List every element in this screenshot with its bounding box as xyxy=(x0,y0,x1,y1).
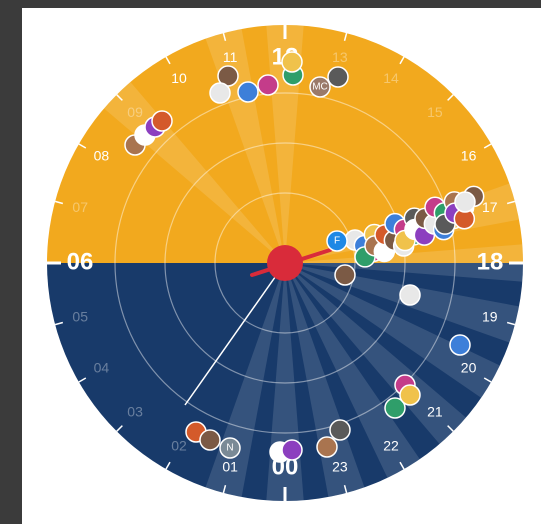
avatar[interactable] xyxy=(400,285,420,305)
hour-label: 17 xyxy=(482,199,498,215)
hour-label: 08 xyxy=(94,148,110,164)
avatar[interactable] xyxy=(328,67,348,87)
hour-label: 10 xyxy=(171,70,187,86)
hour-label: 13 xyxy=(332,49,348,65)
avatar[interactable] xyxy=(282,440,302,460)
hour-label: 06 xyxy=(67,248,94,275)
avatar[interactable] xyxy=(455,192,475,212)
avatar-initials: MC xyxy=(312,82,328,93)
avatar[interactable] xyxy=(317,437,337,457)
hour-label: 01 xyxy=(222,458,238,474)
hour-label: 04 xyxy=(94,360,110,376)
clock-chart: 0001020304050607080910111213141516171819… xyxy=(0,0,541,524)
avatar[interactable] xyxy=(210,83,230,103)
hour-label: 05 xyxy=(72,309,88,325)
page: {"clock": {"hour_labels": ["00","01","02… xyxy=(0,0,541,524)
avatar[interactable] xyxy=(152,111,172,131)
avatar[interactable] xyxy=(200,430,220,450)
avatar[interactable] xyxy=(238,82,258,102)
hour-label: 16 xyxy=(461,148,477,164)
clock-center xyxy=(267,245,303,281)
avatar[interactable] xyxy=(282,52,302,72)
avatar[interactable] xyxy=(335,265,355,285)
hour-label: 07 xyxy=(72,199,88,215)
hour-label: 19 xyxy=(482,309,498,325)
avatar[interactable] xyxy=(258,75,278,95)
hour-label: 22 xyxy=(383,437,399,453)
hour-label: 21 xyxy=(427,404,443,420)
avatar[interactable] xyxy=(330,420,350,440)
avatar-initials: N xyxy=(226,443,233,454)
hour-label: 14 xyxy=(383,70,399,86)
hour-label: 11 xyxy=(223,49,238,65)
hour-label: 02 xyxy=(171,437,187,453)
avatar[interactable] xyxy=(400,385,420,405)
avatar[interactable] xyxy=(450,335,470,355)
hour-label: 23 xyxy=(332,458,348,474)
hour-label: 18 xyxy=(477,248,504,275)
hour-label: 20 xyxy=(461,360,477,376)
avatar-initials: F xyxy=(334,236,340,247)
hour-label: 09 xyxy=(127,104,143,120)
hour-label: 15 xyxy=(427,104,443,120)
hour-label: 03 xyxy=(127,404,143,420)
